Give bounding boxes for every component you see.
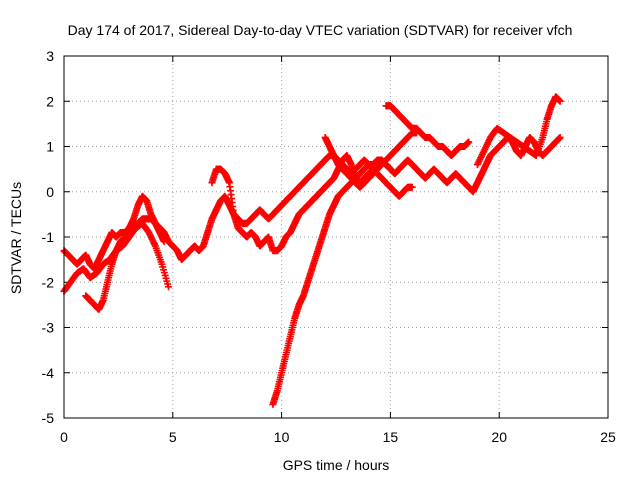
x-tick-label: 5 (169, 429, 177, 445)
y-tick-label: -5 (42, 410, 55, 426)
x-tick-label: 25 (600, 429, 616, 445)
x-tick-label: 0 (60, 429, 68, 445)
data-point (465, 138, 473, 146)
axis-ticks: 0 5 10 15 20 25 -5 -4 -3 -2 -1 0 1 2 3 (42, 48, 616, 445)
y-tick-label: -1 (42, 229, 55, 245)
y-tick-label: 3 (46, 48, 54, 64)
y-tick-label: 2 (46, 93, 54, 109)
data-point (160, 238, 168, 246)
y-tick-label: 0 (46, 184, 54, 200)
data-points (60, 93, 564, 408)
grid-lines (64, 56, 608, 418)
y-tick-label: -4 (42, 365, 55, 381)
chart-title: Day 174 of 2017, Sidereal Day-to-day VTE… (67, 22, 573, 38)
y-axis-label: SDTVAR / TECUs (8, 181, 24, 295)
data-point (556, 133, 564, 141)
data-point (386, 165, 394, 173)
data-point (408, 183, 416, 191)
x-axis-label: GPS time / hours (282, 457, 390, 473)
y-tick-label: -3 (42, 320, 55, 336)
x-tick-label: 20 (491, 429, 507, 445)
data-point (556, 97, 564, 105)
x-tick-label: 15 (383, 429, 399, 445)
y-tick-label: 1 (46, 139, 54, 155)
data-point (164, 283, 172, 291)
x-tick-label: 10 (274, 429, 290, 445)
plot-frame (63, 55, 609, 419)
y-tick-label: -2 (42, 274, 55, 290)
